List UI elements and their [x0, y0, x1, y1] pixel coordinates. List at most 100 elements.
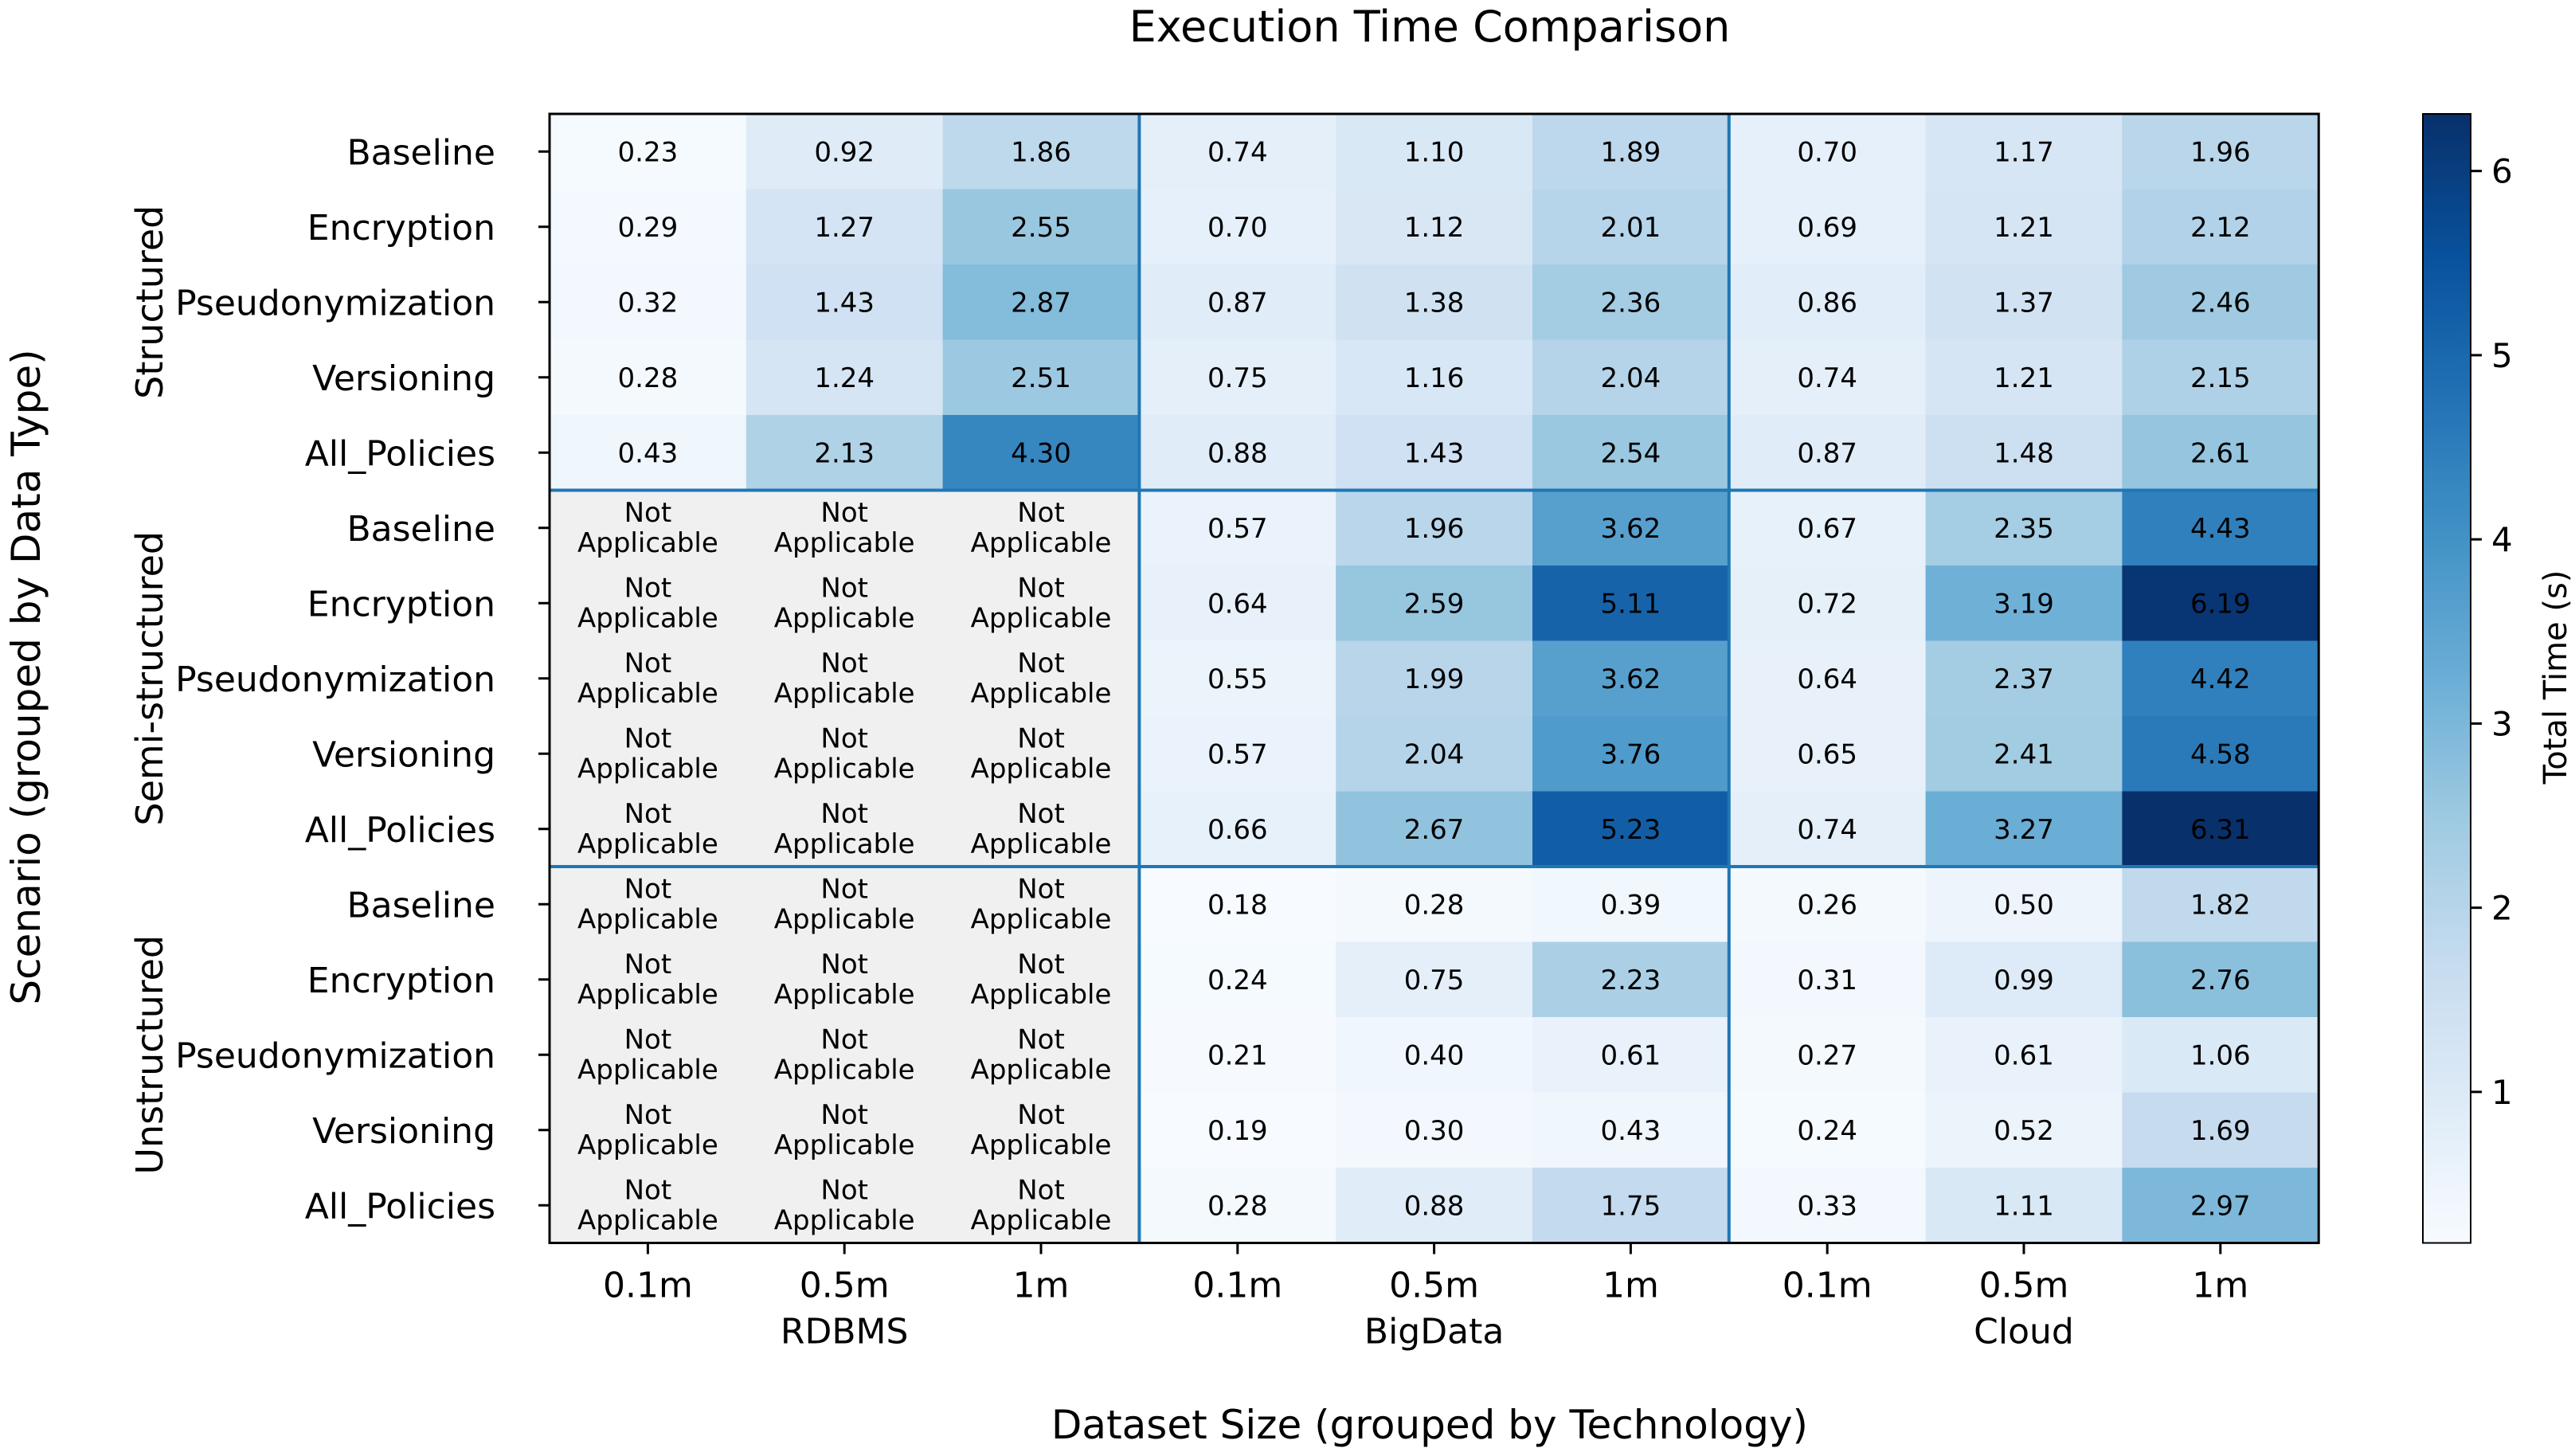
- colorbar-label: Total Time (s): [2538, 570, 2574, 785]
- cell-value-label: 2.15: [2190, 362, 2251, 394]
- cell-label-not-applicable: Not: [624, 873, 672, 905]
- heatmap-cell: [1532, 189, 1730, 265]
- cell-value-label: 3.62: [1601, 663, 1661, 695]
- cell-value-label: 2.35: [1994, 513, 2054, 545]
- heatmap-cell: [1139, 716, 1336, 793]
- cell-value-label: 0.67: [1797, 513, 1857, 545]
- heatmap-cell: [1728, 1092, 1927, 1168]
- cell-value-label: 0.57: [1207, 738, 1268, 770]
- cell-label-not-applicable: Not: [820, 722, 868, 754]
- heatmap-cell: [1139, 640, 1336, 717]
- cell-value-label: 0.70: [1207, 212, 1268, 244]
- heatmap-cell: [1728, 264, 1927, 341]
- cell-label-not-applicable: Applicable: [577, 828, 718, 860]
- heatmap-cell: [1728, 1017, 1927, 1094]
- cell-label-not-applicable: Applicable: [971, 753, 1112, 785]
- cell-label-not-applicable: Not: [624, 1024, 672, 1055]
- heatmap-cell: [1336, 640, 1533, 717]
- heatmap-cell: [942, 941, 1140, 1018]
- cell-value-label: 1.48: [1994, 437, 2054, 469]
- cell-label-not-applicable: Not: [624, 722, 672, 754]
- heatmap-cell: [2122, 867, 2319, 943]
- heatmap-cell: [745, 640, 944, 717]
- cell-value-label: 0.74: [1797, 362, 1857, 394]
- heatmap-cell: [1925, 941, 2123, 1018]
- y-group-label: Unstructured: [128, 935, 171, 1175]
- y-tick-label: All_Policies: [305, 433, 495, 474]
- heatmap-cell: [1336, 716, 1533, 793]
- heatmap-cell: [1728, 941, 1927, 1018]
- heatmap-cell: [2122, 339, 2319, 416]
- heatmap-cell: [1336, 490, 1533, 566]
- heatmap-cell: [550, 415, 747, 491]
- cell-label-not-applicable: Not: [820, 798, 868, 830]
- y-tick-label: Baseline: [346, 509, 495, 550]
- heatmap-cell: [942, 867, 1140, 943]
- heatmap-cell: [1532, 415, 1730, 491]
- cell-label-not-applicable: Applicable: [577, 1054, 718, 1086]
- heatmap-cell: [1336, 791, 1533, 867]
- cell-value-label: 2.67: [1404, 814, 1465, 846]
- cell-value-label: 1.86: [1011, 136, 1071, 168]
- cell-value-label: 1.24: [814, 362, 875, 394]
- heatmap-cells: [550, 114, 2319, 1244]
- heatmap-cell: [1139, 1017, 1336, 1094]
- heatmap-cell: [1336, 415, 1533, 491]
- cell-label-not-applicable: Applicable: [774, 753, 915, 785]
- heatmap-cell: [745, 1168, 944, 1244]
- cell-label-not-applicable: Applicable: [971, 1129, 1112, 1161]
- heatmap-cell: [1532, 114, 1730, 190]
- cell-value-label: 1.99: [1404, 663, 1465, 695]
- cell-value-label: 0.66: [1207, 814, 1268, 846]
- cell-label-not-applicable: Not: [820, 497, 868, 529]
- cell-label-not-applicable: Applicable: [774, 1129, 915, 1161]
- cell-label-not-applicable: Not: [820, 1174, 868, 1206]
- cell-value-label: 0.24: [1797, 1115, 1857, 1147]
- heatmap-cell: [550, 264, 747, 341]
- cell-value-label: 1.43: [1404, 437, 1465, 469]
- cell-label-not-applicable: Applicable: [577, 678, 718, 710]
- cell-value-label: 0.65: [1797, 738, 1857, 770]
- cell-value-label: 1.37: [1994, 287, 2054, 319]
- heatmap-cell: [1728, 716, 1927, 793]
- cell-label-not-applicable: Not: [624, 949, 672, 980]
- heatmap-cell: [1532, 791, 1730, 867]
- heatmap-cell: [1925, 189, 2123, 265]
- cell-value-label: 0.88: [1207, 437, 1268, 469]
- heatmap-cell: [550, 867, 747, 943]
- heatmap-cell: [942, 415, 1140, 491]
- y-tick-label: All_Policies: [305, 1186, 495, 1227]
- cell-value-label: 5.23: [1601, 814, 1661, 846]
- heatmap-cell: [2122, 490, 2319, 566]
- heatmap-cell: [2122, 640, 2319, 717]
- heatmap-cell: [745, 1017, 944, 1094]
- cell-label-not-applicable: Applicable: [774, 527, 915, 559]
- cell-label-not-applicable: Not: [624, 572, 672, 604]
- heatmap-cell: [1336, 1092, 1533, 1168]
- cell-value-label: 1.17: [1994, 136, 2054, 168]
- heatmap-cell: [550, 1017, 747, 1094]
- cell-value-label: 0.75: [1404, 965, 1465, 996]
- heatmap-cell: [1336, 1168, 1533, 1244]
- cell-label-not-applicable: Not: [1017, 497, 1065, 529]
- heatmap-cell: [942, 716, 1140, 793]
- cell-value-label: 1.11: [1994, 1190, 2054, 1222]
- cell-label-not-applicable: Applicable: [971, 979, 1112, 1011]
- y-tick-label: Baseline: [346, 132, 495, 173]
- cell-label-not-applicable: Not: [1017, 572, 1065, 604]
- heatmap-cell: [745, 1092, 944, 1168]
- cell-value-label: 2.01: [1601, 212, 1661, 244]
- cell-value-label: 3.19: [1994, 588, 2054, 620]
- cell-value-label: 0.86: [1797, 287, 1857, 319]
- heatmap-cell: [1728, 791, 1927, 867]
- heatmap-cell: [1925, 566, 2123, 642]
- cell-value-label: 0.75: [1207, 362, 1268, 394]
- heatmap-cell: [745, 189, 944, 265]
- heatmap-cell: [1139, 1168, 1336, 1244]
- colorbar-tick-label: 4: [2491, 520, 2513, 559]
- heatmap-cell: [1925, 1017, 2123, 1094]
- cell-value-label: 0.50: [1994, 889, 2054, 921]
- heatmap-cell: [1728, 1168, 1927, 1244]
- cell-label-not-applicable: Applicable: [971, 903, 1112, 935]
- heatmap-cell: [1728, 415, 1927, 491]
